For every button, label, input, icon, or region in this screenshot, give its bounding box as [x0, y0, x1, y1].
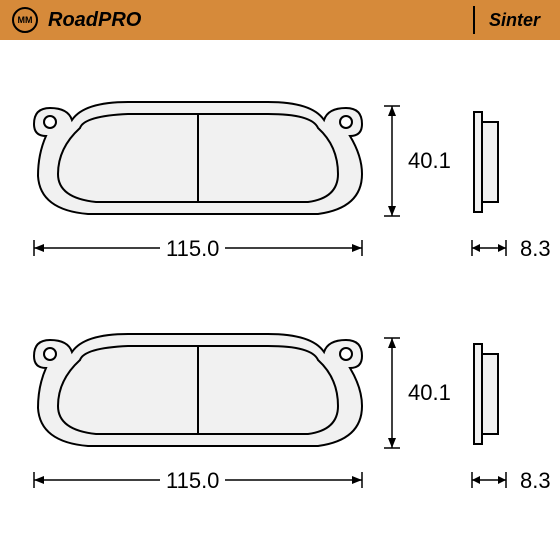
brake-pad-1-top	[28, 96, 368, 226]
dim-height-1-label: 40.1	[408, 148, 451, 174]
brand-logo-icon: MM	[12, 7, 38, 33]
header-divider	[473, 6, 475, 34]
technical-drawing: 40.1 115.0 8.3 40.1	[0, 40, 560, 550]
dim-thick-1-label: 8.3	[520, 236, 551, 262]
brake-pad-2-side	[470, 340, 510, 450]
dim-height-1	[380, 100, 404, 222]
dim-height-2	[380, 332, 404, 454]
dim-thick-2-label: 8.3	[520, 468, 551, 494]
dim-thick-2	[466, 470, 516, 490]
logo-text: MM	[18, 15, 33, 25]
dim-thick-1	[466, 238, 516, 258]
header-bar: MM RoadPRO Sinter	[0, 0, 560, 40]
brake-pad-2-top	[28, 328, 368, 458]
dim-width-1-label: 115.0	[160, 236, 225, 262]
dim-height-2-label: 40.1	[408, 380, 451, 406]
dim-width-2-label: 115.0	[160, 468, 225, 494]
product-line-title: RoadPRO	[48, 9, 459, 32]
brake-pad-1-side	[470, 108, 510, 218]
product-variant: Sinter	[489, 10, 540, 31]
